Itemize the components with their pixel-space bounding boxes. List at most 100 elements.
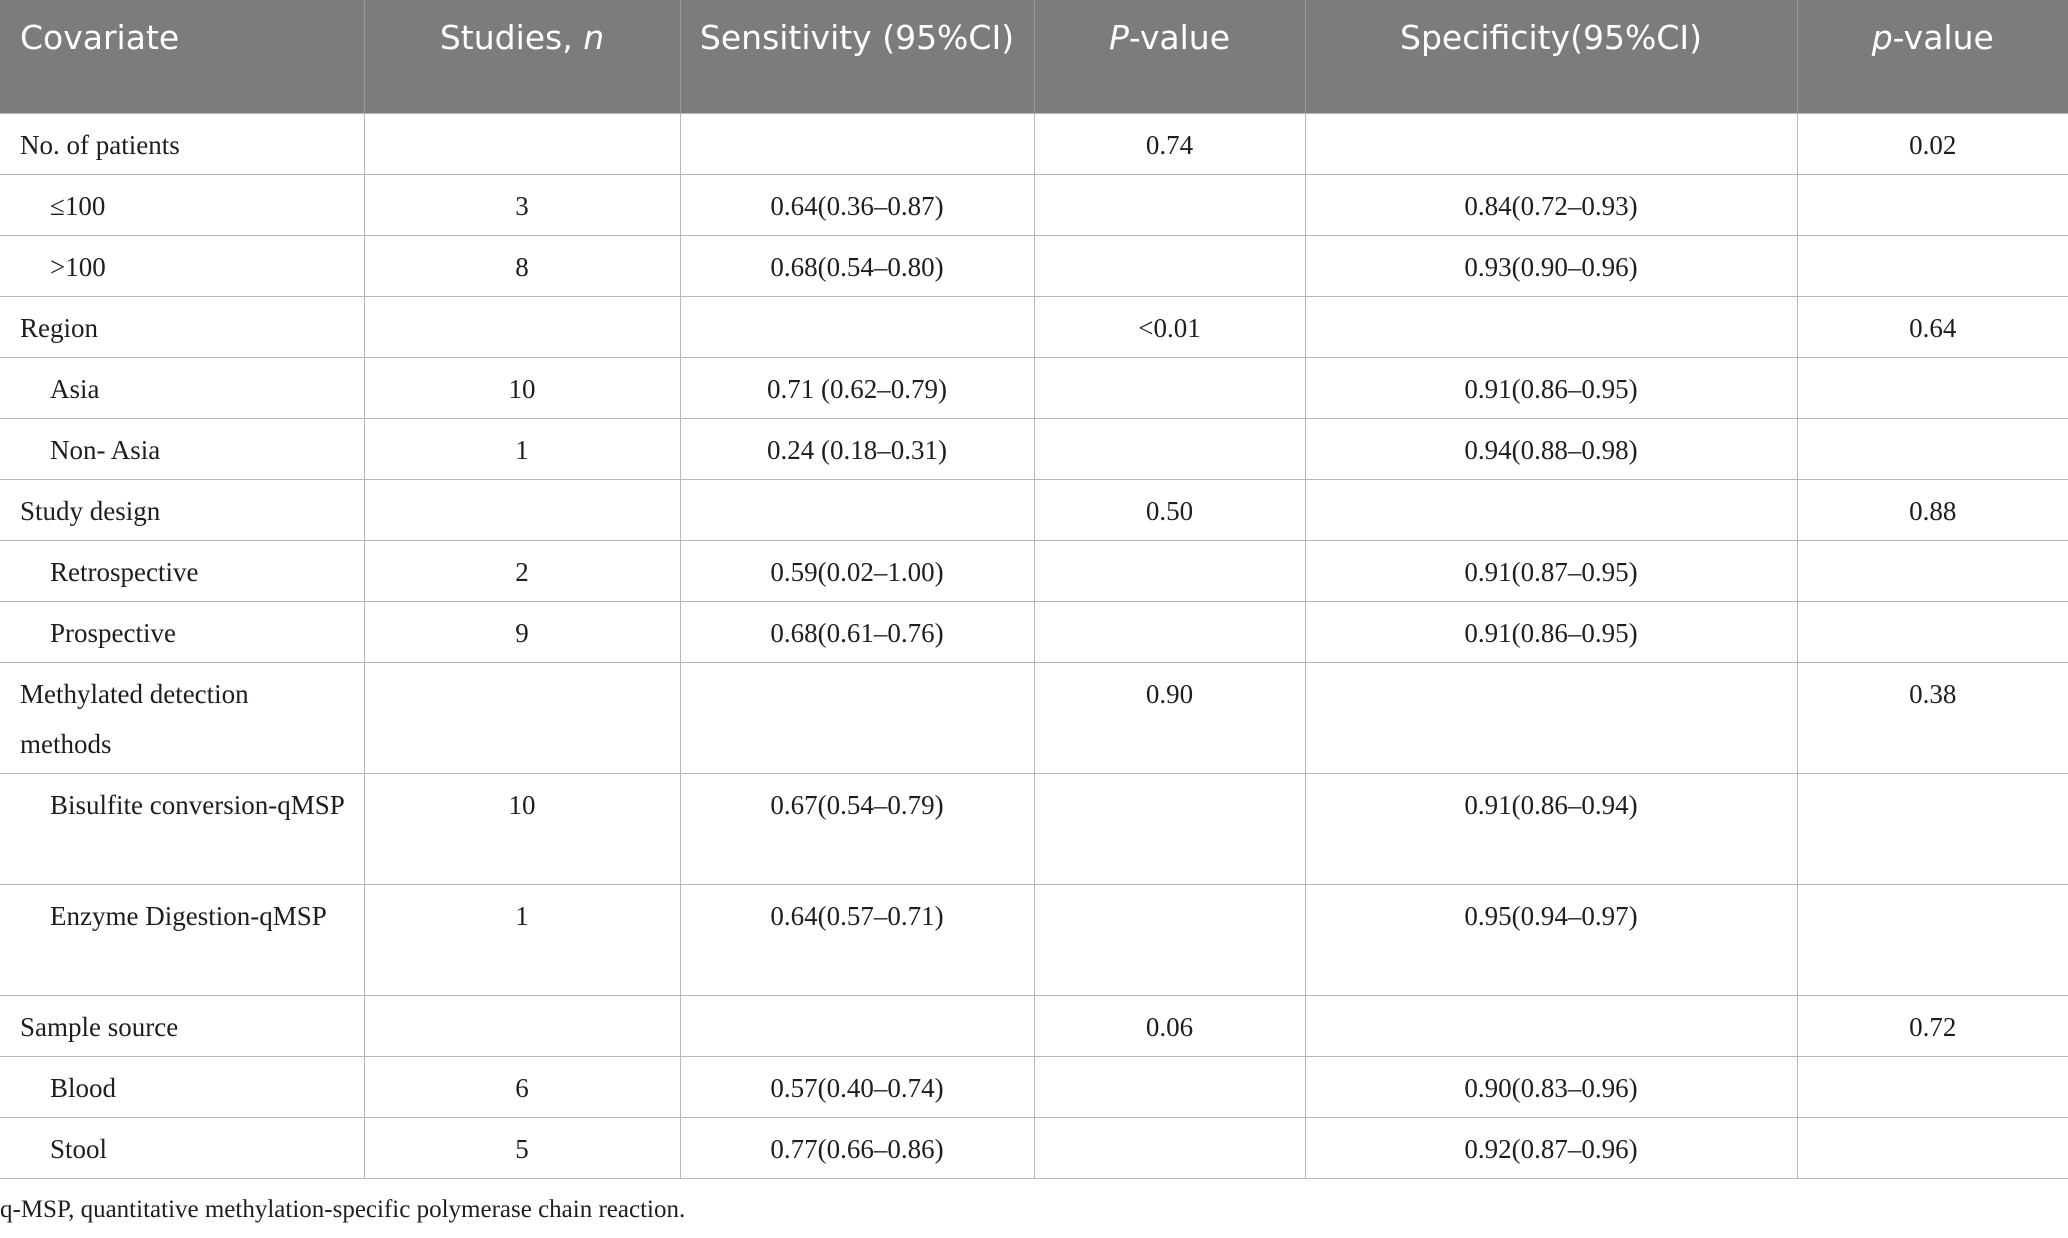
cell-sensitivity: 0.77(0.66–0.86)	[679, 1116, 1034, 1179]
cell-specificity	[1304, 112, 1797, 174]
cell-p2	[1796, 356, 2068, 418]
cell-p2: 0.64	[1796, 295, 2068, 357]
cell-covariate: Enzyme Digestion-qMSP	[0, 883, 364, 995]
cell-p: 0.74	[1033, 112, 1305, 174]
cell-p2	[1796, 600, 2068, 662]
cell-specificity: 0.95(0.94–0.97)	[1304, 883, 1797, 995]
cell-covariate: Retrospective	[0, 539, 364, 601]
cell-p2: 0.72	[1796, 994, 2068, 1056]
meta-regression-table-container: Covariate Studies, n Sensitivity (95%CI)…	[0, 0, 2068, 1179]
table-row: Stool 5 0.77(0.66–0.86) 0.92(0.87–0.96)	[0, 1116, 2068, 1179]
header-p-letter: P	[1108, 18, 1129, 57]
cell-covariate: ≤100	[0, 173, 364, 235]
cell-p2	[1796, 772, 2068, 884]
cell-covariate: Study design	[0, 478, 364, 540]
cell-p2	[1796, 1116, 2068, 1179]
cell-sensitivity	[679, 112, 1034, 174]
cell-studies: 1	[363, 417, 680, 479]
cell-sensitivity	[679, 295, 1034, 357]
cell-p: 0.50	[1033, 478, 1305, 540]
table-row: Methylated detection methods 0.90 0.38	[0, 661, 2068, 773]
cell-specificity: 0.91(0.87–0.95)	[1304, 539, 1797, 601]
cell-studies	[363, 112, 680, 174]
cell-specificity	[1304, 478, 1797, 540]
cell-p	[1033, 883, 1305, 995]
meta-regression-table: Covariate Studies, n Sensitivity (95%CI)…	[0, 0, 2068, 1179]
cell-specificity	[1304, 994, 1797, 1056]
cell-p2: 0.02	[1796, 112, 2068, 174]
cell-p: 0.90	[1033, 661, 1305, 773]
cell-covariate: Blood	[0, 1055, 364, 1117]
cell-studies	[363, 295, 680, 357]
cell-studies: 2	[363, 539, 680, 601]
cell-sensitivity: 0.59(0.02–1.00)	[679, 539, 1034, 601]
cell-studies: 3	[363, 173, 680, 235]
cell-specificity	[1304, 295, 1797, 357]
cell-covariate: Non- Asia	[0, 417, 364, 479]
cell-covariate: No. of patients	[0, 112, 364, 174]
cell-sensitivity: 0.64(0.36–0.87)	[679, 173, 1034, 235]
cell-p2	[1796, 1055, 2068, 1117]
cell-covariate: Bisulfite conversion-qMSP	[0, 772, 364, 884]
table-body: No. of patients 0.74 0.02 ≤100 3 0.64(0.36–0.…	[0, 112, 2068, 1179]
cell-p	[1033, 1116, 1305, 1179]
header-studies-n: n	[583, 18, 605, 57]
cell-p2	[1796, 417, 2068, 479]
cell-p2	[1796, 539, 2068, 601]
cell-sensitivity: 0.24 (0.18–0.31)	[679, 417, 1034, 479]
cell-p	[1033, 417, 1305, 479]
cell-specificity: 0.91(0.86–0.95)	[1304, 356, 1797, 418]
cell-covariate: Asia	[0, 356, 364, 418]
cell-p	[1033, 234, 1305, 296]
cell-p2	[1796, 883, 2068, 995]
cell-covariate: >100	[0, 234, 364, 296]
cell-specificity: 0.91(0.86–0.95)	[1304, 600, 1797, 662]
cell-p2	[1796, 234, 2068, 296]
cell-studies: 6	[363, 1055, 680, 1117]
cell-specificity: 0.84(0.72–0.93)	[1304, 173, 1797, 235]
cell-specificity: 0.92(0.87–0.96)	[1304, 1116, 1797, 1179]
cell-studies: 10	[363, 772, 680, 884]
cell-specificity: 0.91(0.86–0.94)	[1304, 772, 1797, 884]
header-sensitivity: Sensitivity (95%CI)	[679, 0, 1034, 113]
cell-sensitivity	[679, 478, 1034, 540]
header-p-value: P-value	[1033, 0, 1305, 113]
cell-studies	[363, 661, 680, 773]
cell-studies	[363, 994, 680, 1056]
cell-covariate: Methylated detection methods	[0, 661, 364, 773]
cell-sensitivity	[679, 994, 1034, 1056]
cell-covariate: Prospective	[0, 600, 364, 662]
table-row: Enzyme Digestion-qMSP 1 0.64(0.57–0.71) 0.9…	[0, 883, 2068, 995]
cell-specificity: 0.90(0.83–0.96)	[1304, 1055, 1797, 1117]
cell-sensitivity: 0.68(0.54–0.80)	[679, 234, 1034, 296]
table-row: >100 8 0.68(0.54–0.80) 0.93(0.90–0.96)	[0, 234, 2068, 296]
table-row: Sample source 0.06 0.72	[0, 994, 2068, 1056]
cell-p2: 0.38	[1796, 661, 2068, 773]
table-footnote: q-MSP, quantitative methylation-specific…	[0, 1196, 686, 1223]
cell-p	[1033, 600, 1305, 662]
table-row: Bisulfite conversion-qMSP 10 0.67(0.54–0.7…	[0, 772, 2068, 884]
cell-sensitivity: 0.71 (0.62–0.79)	[679, 356, 1034, 418]
header-p-value-2: p-value	[1796, 0, 2068, 113]
cell-specificity: 0.93(0.90–0.96)	[1304, 234, 1797, 296]
cell-sensitivity: 0.64(0.57–0.71)	[679, 883, 1034, 995]
table-row: Prospective 9 0.68(0.61–0.76) 0.91(0.86–0.9…	[0, 600, 2068, 662]
table-row: No. of patients 0.74 0.02	[0, 112, 2068, 174]
cell-sensitivity	[679, 661, 1034, 773]
cell-p	[1033, 173, 1305, 235]
cell-sensitivity: 0.57(0.40–0.74)	[679, 1055, 1034, 1117]
header-p-rest: -value	[1128, 18, 1231, 57]
cell-p: <0.01	[1033, 295, 1305, 357]
table-row: Non- Asia 1 0.24 (0.18–0.31) 0.94(0.88–0.98…	[0, 417, 2068, 479]
cell-studies: 9	[363, 600, 680, 662]
cell-studies: 10	[363, 356, 680, 418]
cell-sensitivity: 0.68(0.61–0.76)	[679, 600, 1034, 662]
cell-covariate: Stool	[0, 1116, 364, 1179]
cell-p	[1033, 539, 1305, 601]
table-row: Blood 6 0.57(0.40–0.74) 0.90(0.83–0.96)	[0, 1055, 2068, 1117]
cell-p	[1033, 1055, 1305, 1117]
cell-p: 0.06	[1033, 994, 1305, 1056]
header-p2-rest: -value	[1892, 18, 1994, 57]
cell-studies: 1	[363, 883, 680, 995]
table-row: Region <0.01 0.64	[0, 295, 2068, 357]
